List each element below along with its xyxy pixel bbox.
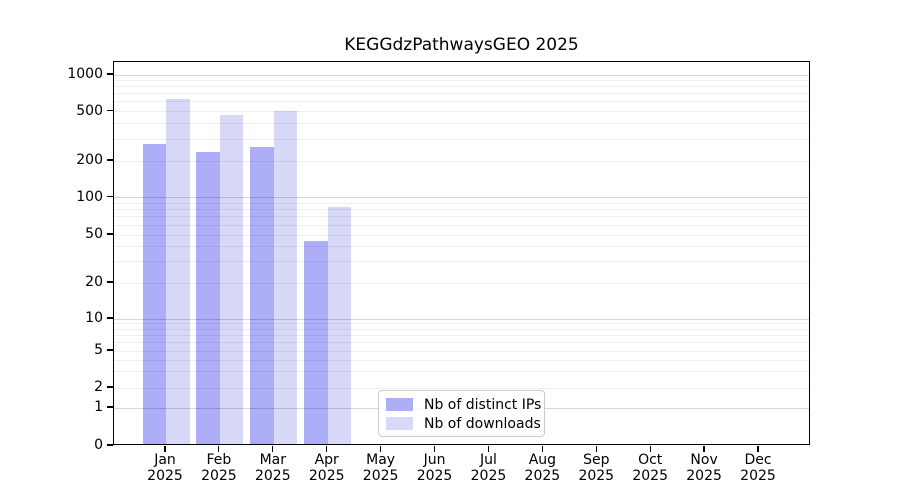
x-tick-label-month: Mar: [259, 452, 287, 468]
gridline-minor: [114, 86, 809, 88]
x-tick-label-year: 2025: [578, 468, 615, 484]
x-tick-label-year: 2025: [254, 468, 291, 484]
bar-distinct-ips-apr: [304, 240, 328, 444]
x-tick-label: Mar 2025: [241, 452, 305, 484]
x-tick-mark: [649, 446, 651, 452]
x-tick-label-year: 2025: [632, 468, 668, 484]
x-tick-label: Jun 2025: [403, 452, 467, 484]
y-tick-mark: [107, 444, 113, 446]
y-tick-mark: [107, 386, 113, 388]
gridline-minor: [114, 80, 809, 82]
plot-area: [113, 61, 810, 445]
bar-distinct-ips-mar: [250, 146, 274, 444]
x-tick-mark: [703, 446, 705, 452]
bar-downloads-apr: [327, 206, 352, 444]
x-tick-label-year: 2025: [524, 468, 561, 484]
y-tick-label: 2: [94, 379, 103, 395]
x-tick-label-year: 2025: [416, 468, 453, 484]
x-tick-label-year: 2025: [201, 468, 237, 484]
legend-swatch-distinct-ips: [386, 398, 413, 411]
x-tick-label-year: 2025: [686, 468, 722, 484]
legend-swatch-downloads: [386, 417, 413, 430]
gridline-minor: [114, 93, 809, 95]
y-tick-mark: [107, 317, 113, 319]
y-tick-mark: [107, 73, 113, 75]
x-tick-label-month: Jan: [154, 452, 176, 468]
x-tick-label: Jul 2025: [456, 452, 520, 484]
x-tick-label-year: 2025: [362, 468, 399, 484]
x-tick-mark: [380, 446, 382, 452]
y-tick-label: 500: [76, 102, 103, 119]
x-tick-mark: [218, 446, 220, 452]
x-tick-label-month: Apr: [314, 452, 339, 468]
y-tick-label: 5: [94, 342, 103, 358]
x-tick-label-year: 2025: [147, 468, 183, 484]
bar-distinct-ips-jan: [142, 143, 166, 444]
y-tick-mark: [107, 195, 113, 198]
x-tick-label: May 2025: [349, 452, 413, 484]
x-tick-label-month: Feb: [206, 452, 232, 468]
x-tick-label-year: 2025: [470, 468, 507, 484]
x-tick-mark: [757, 446, 759, 452]
y-tick-mark: [107, 406, 113, 408]
y-tick-label: 0: [94, 437, 103, 453]
gridline-major: [114, 74, 809, 76]
y-tick-label: 10: [85, 310, 103, 326]
legend-label-downloads: Nb of downloads: [424, 415, 541, 432]
y-tick-label: 100: [76, 188, 103, 205]
legend-label-distinct-ips: Nb of distinct IPs: [424, 396, 542, 413]
y-tick-mark: [107, 281, 113, 283]
y-tick-label: 1: [94, 399, 103, 415]
x-tick-label: Aug 2025: [510, 452, 574, 484]
x-tick-label-month: Jul: [480, 452, 497, 468]
y-tick-label: 50: [85, 226, 103, 242]
x-tick-label-month: May: [366, 452, 396, 468]
y-tick-mark: [107, 109, 113, 112]
x-tick-label-year: 2025: [740, 468, 776, 484]
x-tick-mark: [487, 446, 490, 452]
y-tick-mark: [107, 233, 113, 235]
x-tick-mark: [164, 446, 166, 452]
gridline-minor: [114, 101, 809, 103]
x-tick-label-month: Nov: [690, 452, 718, 468]
legend: Nb of distinct IPs Nb of downloads: [378, 390, 545, 437]
gridline-minor: [114, 111, 809, 112]
bar-downloads-jan: [166, 99, 190, 444]
x-tick-label-month: Jun: [423, 452, 446, 468]
x-tick-label-year: 2025: [308, 468, 345, 484]
legend-item-distinct-ips: Nb of distinct IPs: [379, 395, 544, 414]
x-tick-mark: [326, 446, 328, 452]
x-tick-mark: [541, 446, 543, 452]
x-tick-label: Jan 2025: [133, 452, 197, 484]
y-tick-mark: [107, 159, 113, 161]
x-tick-label-month: Sep: [583, 452, 610, 468]
x-tick-label: Nov 2025: [672, 452, 736, 484]
x-tick-label: Dec 2025: [726, 452, 790, 484]
x-tick-mark: [595, 446, 597, 452]
x-tick-mark: [433, 446, 436, 452]
x-tick-label: Sep 2025: [564, 452, 628, 484]
x-tick-label: Feb 2025: [187, 452, 251, 484]
gridline-minor: [114, 138, 809, 140]
bar-distinct-ips-feb: [196, 151, 220, 444]
x-tick-label: Oct 2025: [618, 452, 682, 484]
x-tick-mark: [272, 446, 274, 452]
bar-downloads-mar: [273, 110, 298, 444]
legend-item-downloads: Nb of downloads: [379, 414, 544, 433]
chart-title: KEGGdzPathwaysGEO 2025: [344, 35, 579, 55]
y-tick-label: 20: [85, 274, 103, 290]
x-tick-label-month: Aug: [528, 452, 557, 468]
x-tick-label-month: Oct: [638, 452, 663, 468]
bar-downloads-feb: [219, 115, 244, 444]
gridline-minor: [114, 123, 809, 125]
y-tick-label: 200: [76, 152, 103, 168]
x-tick-label-month: Dec: [744, 452, 772, 468]
y-tick-mark: [107, 349, 113, 351]
y-tick-label: 1000: [67, 66, 103, 82]
x-tick-label: Apr 2025: [295, 452, 359, 484]
